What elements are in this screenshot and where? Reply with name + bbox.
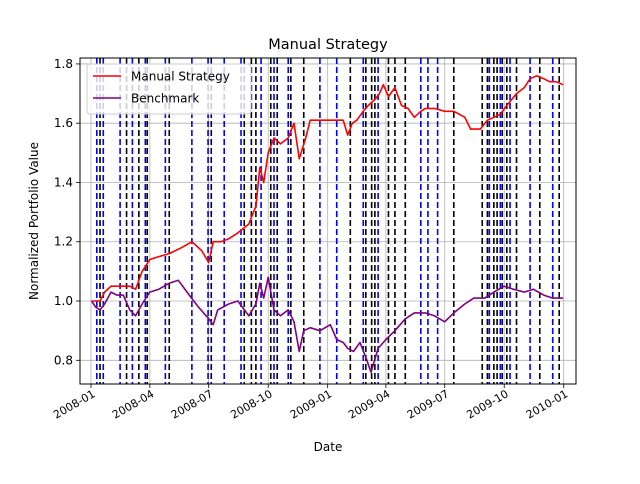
- series-lines: [90, 75, 564, 373]
- series-line-manual-strategy: [91, 75, 564, 302]
- y-tick-label: 1.8: [54, 57, 73, 71]
- y-tick-label: 0.8: [54, 353, 73, 367]
- trade-signal-lines: [96, 58, 560, 384]
- legend-label-manual-strategy: Manual Strategy: [131, 70, 230, 84]
- y-axis-label: Normalized Portfolio Value: [27, 142, 41, 300]
- legend-box: [86, 63, 252, 115]
- y-axis-ticks: 0.8 1.0 1.2 1.4 1.6 1.8: [54, 57, 80, 367]
- series-line-benchmark: [90, 276, 564, 373]
- chart-title: Manual Strategy: [268, 37, 388, 53]
- x-axis-label: Date: [314, 440, 343, 454]
- legend: Manual Strategy Benchmark: [86, 63, 252, 115]
- legend-label-benchmark: Benchmark: [131, 92, 199, 106]
- y-tick-label: 1.6: [54, 116, 73, 130]
- y-tick-label: 1.2: [54, 235, 73, 249]
- y-tick-label: 1.4: [54, 175, 73, 189]
- y-tick-label: 1.0: [54, 294, 73, 308]
